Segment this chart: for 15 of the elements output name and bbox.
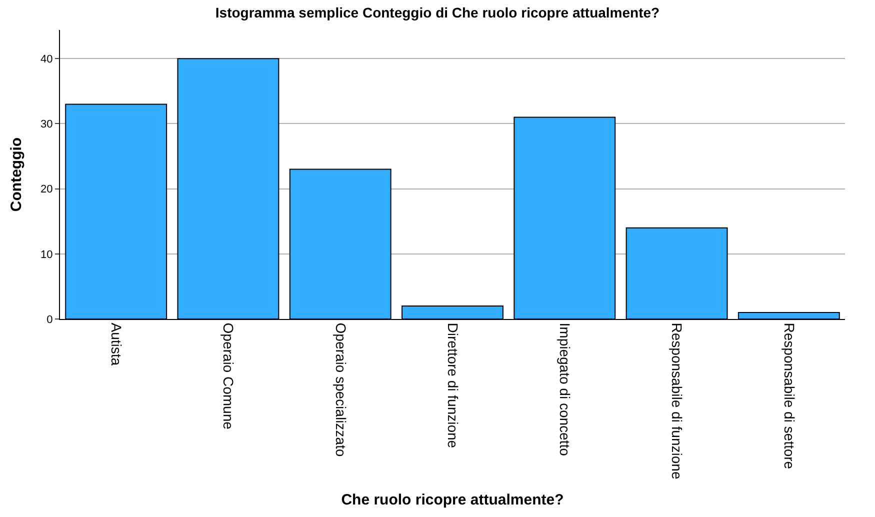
x-tick-label: Responsabile di funzione [669,322,686,480]
x-tick-label: Autista [108,322,125,366]
y-tick-label: 20 [40,184,53,196]
y-tick-label: 0 [46,314,53,326]
x-tick-label: Responsabile di settore [781,322,798,470]
x-tick-label: Direttore di funzione [444,322,461,448]
y-tick-label: 40 [40,53,53,66]
y-axis-title: Conteggio [8,137,25,212]
chart-title: Istogramma semplice Conteggio di Che ruolo ricopre attualmente? [215,4,660,21]
y-tick-label: 30 [40,118,53,131]
x-tick-label: Operaio Comune [220,322,237,430]
y-tick-label: 10 [40,248,53,261]
x-tick-label: Impiegato di concetto [557,322,574,456]
x-axis-title: Che ruolo ricopre attualmente? [341,491,564,508]
x-tick-label: Operaio specializzato [332,322,349,457]
